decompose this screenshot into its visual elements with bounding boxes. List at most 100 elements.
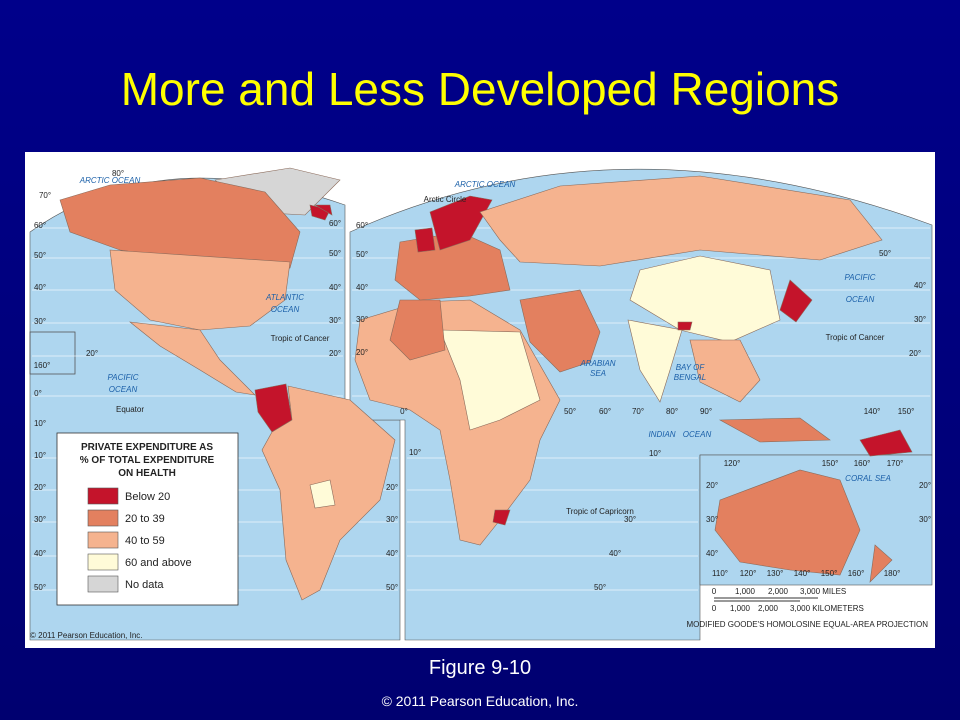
- degree-label: 30°: [34, 515, 46, 524]
- svalbard: [313, 204, 333, 216]
- map: ARCTIC OCEAN ARCTIC OCEAN Arctic Circle ATL…: [25, 152, 935, 648]
- degree-label: 150°: [821, 569, 838, 578]
- scale-label: 3,000 KILOMETERS: [790, 604, 864, 613]
- central-america: [128, 321, 256, 396]
- map-label: Equator: [116, 405, 144, 414]
- degree-label: 150°: [898, 407, 915, 416]
- usa: [109, 249, 291, 331]
- map-label: BENGAL: [674, 373, 706, 382]
- degree-label: 50°: [329, 249, 341, 258]
- degree-label: 10°: [34, 451, 46, 460]
- australia: [714, 469, 861, 576]
- degree-label: 160°: [848, 569, 865, 578]
- southeast-asia: [689, 339, 761, 403]
- map-label: ARABIAN: [579, 359, 615, 368]
- footer: © 2011 Pearson Education, Inc.: [382, 693, 579, 709]
- degree-label: 20°: [356, 348, 368, 357]
- map-label: OCEAN: [271, 305, 300, 314]
- degree-label: 110°: [712, 569, 728, 578]
- legend-title: % OF TOTAL EXPENDITURE: [80, 455, 215, 466]
- map-label: Tropic of Cancer: [826, 333, 885, 342]
- degree-label: 30°: [624, 515, 636, 524]
- degree-label: 40°: [34, 283, 46, 292]
- degree-label: 30°: [386, 515, 398, 524]
- map-label: OCEAN: [683, 430, 712, 439]
- degree-label: 30°: [356, 315, 368, 324]
- legend-label: 40 to 59: [125, 535, 165, 547]
- map-label: SEA: [590, 369, 606, 378]
- legend-items: Below 20 20 to 39 40 to 59 60 and above No d…: [87, 487, 192, 593]
- degree-label: 160°: [854, 459, 871, 468]
- scale-bar: 0 1,000 2,000 3,000 MILES 0 1,000 2,000 …: [712, 587, 864, 613]
- degree-label: 20°: [34, 483, 46, 492]
- degree-label: 10°: [649, 449, 661, 458]
- scale-label: 0: [712, 604, 717, 613]
- map-label: ARCTIC OCEAN: [454, 180, 516, 189]
- map-label: Arctic Circle: [424, 195, 467, 204]
- degree-label: 0°: [34, 389, 42, 398]
- legend-swatch: [87, 575, 119, 593]
- legend-box: [56, 432, 239, 606]
- degree-label: 170°: [887, 459, 904, 468]
- map-label: CORAL SEA: [845, 474, 891, 483]
- west-africa: [389, 299, 446, 361]
- map-label: OCEAN: [846, 295, 875, 304]
- degree-label: 40°: [356, 283, 368, 292]
- degree-label: 80°: [112, 169, 124, 178]
- lesotho: [492, 509, 511, 526]
- degree-label: 70°: [632, 407, 644, 416]
- degree-label: 70°: [39, 191, 51, 200]
- degree-label: 60°: [329, 219, 341, 228]
- canada: [59, 177, 301, 279]
- degree-label: 90°: [700, 407, 712, 416]
- indonesia: [718, 417, 831, 443]
- map-label: Tropic of Cancer: [271, 334, 330, 343]
- legend-swatch: [87, 487, 119, 505]
- legend: PRIVATE EXPENDITURE AS % OF TOTAL EXPEND…: [56, 432, 239, 606]
- land: [59, 167, 913, 601]
- degree-label: 20°: [86, 349, 98, 358]
- degree-label: 50°: [879, 249, 891, 258]
- degree-label: 30°: [706, 515, 718, 524]
- map-label: ARCTIC OCEAN: [79, 176, 141, 185]
- degree-label: 20°: [386, 483, 398, 492]
- degree-label: 80°: [666, 407, 678, 416]
- map-label: INDIAN: [648, 430, 675, 439]
- degree-label: 50°: [594, 583, 606, 592]
- legend-label: No data: [125, 579, 164, 591]
- legend-title: ON HEALTH: [118, 468, 176, 479]
- degree-label: 40°: [34, 549, 46, 558]
- scale-label: 0: [712, 587, 717, 596]
- legend-title: PRIVATE EXPENDITURE AS: [81, 442, 213, 453]
- scale-label: 1,000: [735, 587, 756, 596]
- degree-label: 30°: [919, 515, 931, 524]
- degree-label: 50°: [356, 250, 368, 259]
- degree-label: 60°: [356, 221, 368, 230]
- degree-label: 30°: [914, 315, 926, 324]
- slide-title: More and Less Developed Regions: [121, 63, 840, 115]
- scale-label: 3,000 MILES: [800, 587, 846, 596]
- map-label: Tropic of Capricorn: [566, 507, 634, 516]
- sahel: [439, 329, 541, 431]
- degree-label: 40°: [609, 549, 621, 558]
- degree-label: 10°: [34, 419, 46, 428]
- degree-label: 30°: [34, 317, 46, 326]
- degree-label: 150°: [822, 459, 839, 468]
- degree-label: 120°: [740, 569, 757, 578]
- map-labels: ARCTIC OCEAN ARCTIC OCEAN Arctic Circle ATL…: [34, 169, 931, 592]
- degree-label: 140°: [864, 407, 881, 416]
- map-label: OCEAN: [109, 385, 138, 394]
- legend-swatch: [87, 509, 119, 527]
- legend-swatch: [87, 531, 119, 549]
- scandinavia: [429, 195, 493, 251]
- uk: [414, 227, 436, 253]
- degree-label: 140°: [794, 569, 811, 578]
- degree-label: 10°: [409, 448, 421, 457]
- degree-label: 40°: [329, 283, 341, 292]
- middle-east: [519, 289, 601, 373]
- scale-label: 2,000: [758, 604, 779, 613]
- map-credit: © 2011 Pearson Education, Inc.: [30, 631, 142, 640]
- scale-label: 1,000: [730, 604, 751, 613]
- map-label: PACIFIC: [845, 273, 876, 282]
